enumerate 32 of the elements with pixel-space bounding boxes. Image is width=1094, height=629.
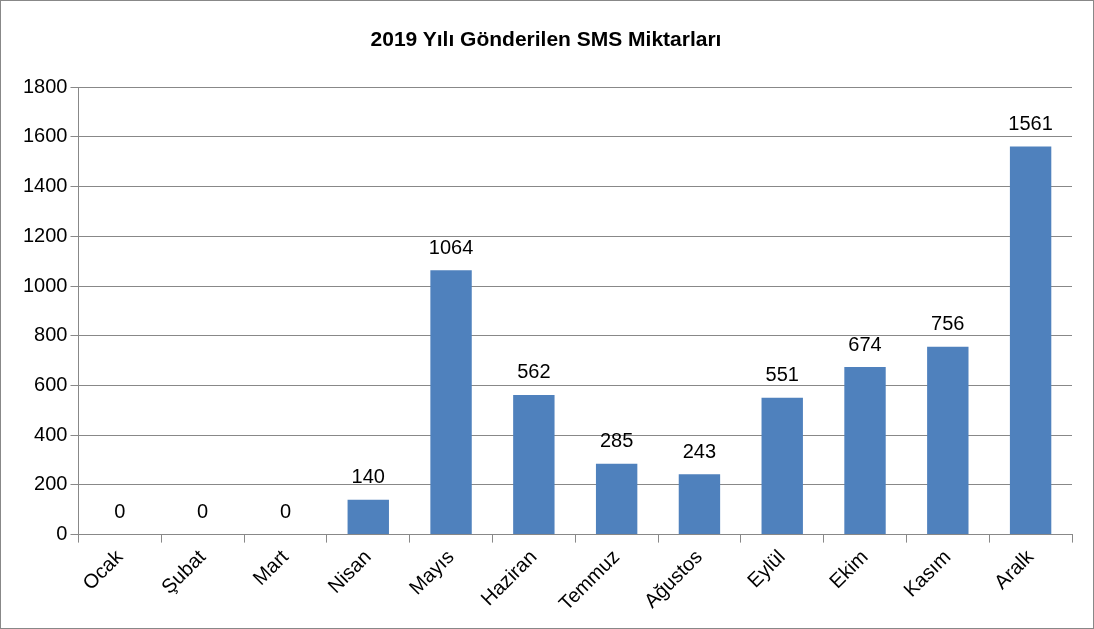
bar [595,463,638,535]
data-label: 562 [517,360,551,383]
y-tick-label: 1400 [22,174,68,197]
data-label: 756 [931,312,965,335]
y-tick-label: 0 [56,522,68,545]
data-label: 0 [114,500,126,523]
bar [927,346,969,535]
y-tick-label: 200 [34,472,68,495]
bar [430,270,472,535]
data-label: 0 [197,500,209,523]
data-label: 243 [682,439,717,462]
y-tick-label: 1000 [22,273,68,296]
y-tick-label: 1200 [22,223,68,246]
bar [513,394,555,535]
y-tick-label: 400 [34,422,68,445]
data-label: 140 [351,465,385,488]
data-label: 674 [848,332,882,355]
data-label: 1561 [1008,112,1053,135]
bar [678,474,721,535]
y-tick-label: 800 [34,323,68,346]
y-tick-label: 1800 [22,74,68,97]
bar [844,367,886,535]
data-label: 0 [279,500,292,523]
y-tick-label: 1600 [22,124,68,147]
bar [761,397,803,535]
data-label: 551 [765,363,799,386]
bar [1009,146,1052,535]
bar [347,499,389,535]
data-label: 1064 [428,235,474,258]
y-tick-label: 600 [34,372,68,395]
chart-title: 2019 Yılı Gönderilen SMS Miktarları [370,27,722,51]
data-label: 285 [599,429,634,452]
